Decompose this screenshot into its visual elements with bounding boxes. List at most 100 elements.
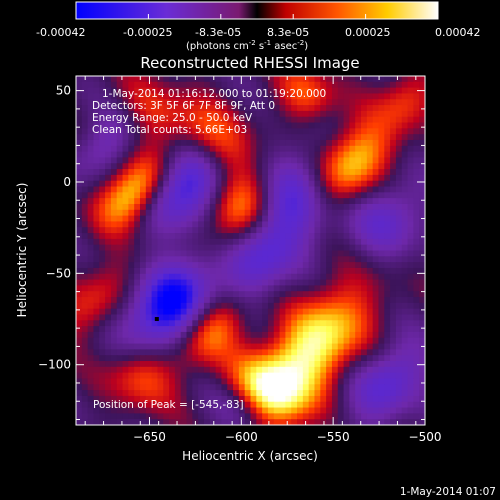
heatmap-cell (297, 174, 304, 182)
heatmap-cell (110, 314, 118, 321)
heatmap-cell (192, 93, 199, 100)
heatmap-cell (93, 76, 100, 83)
heatmap-cell (139, 238, 147, 246)
heatmap-cell (314, 250, 321, 257)
heatmap-cell (390, 407, 397, 414)
heatmap-cell (250, 81, 257, 89)
heatmap-cell (256, 203, 263, 211)
heatmap-cell (297, 151, 304, 159)
heatmap-cell (331, 372, 339, 380)
heatmap-cell (302, 250, 310, 257)
heatmap-cell (192, 366, 199, 374)
heatmap-cell (203, 99, 211, 106)
heatmap-cell (157, 116, 164, 124)
heatmap-cell (291, 203, 298, 211)
heatmap-cell (302, 256, 310, 263)
heatmap-cell (105, 145, 112, 153)
heatmap-cell (209, 244, 217, 252)
heatmap-cell (174, 262, 182, 269)
heatmap-cell (186, 76, 193, 83)
heatmap-cell (174, 349, 182, 356)
heatmap-cell (180, 361, 188, 368)
heatmap-cell (81, 139, 89, 147)
heatmap-cell (93, 145, 100, 153)
heatmap-cell (413, 291, 420, 298)
heatmap-cell (163, 221, 170, 228)
heatmap-cell (279, 326, 286, 333)
heatmap-cell (145, 314, 153, 321)
heatmap-cell (110, 244, 118, 252)
heatmap-cell (308, 361, 316, 368)
heatmap-cell (314, 419, 321, 425)
heatmap-cell (163, 227, 170, 234)
heatmap-cell (297, 163, 304, 170)
heatmap-cell (256, 105, 263, 112)
heatmap-cell (366, 227, 374, 234)
heatmap-cell (390, 326, 397, 333)
heatmap-cell (227, 395, 234, 403)
heatmap-cell (331, 180, 339, 188)
heatmap-cell (244, 279, 252, 286)
heatmap-cell (198, 326, 205, 333)
heatmap-cell (267, 174, 275, 182)
heatmap-cell (302, 285, 310, 292)
heatmap-cell (122, 81, 129, 89)
heatmap-cell (139, 291, 147, 298)
heatmap-cell (320, 337, 327, 345)
heatmap-cell (134, 250, 141, 257)
heatmap-cell (215, 110, 223, 118)
heatmap-cell (151, 198, 159, 205)
heatmap-cell (314, 139, 321, 147)
heatmap-cell (116, 256, 124, 263)
heatmap-cell (326, 233, 333, 240)
heatmap-cell (244, 99, 252, 106)
heatmap-cell (250, 273, 257, 281)
heatmap-cell (110, 76, 118, 83)
heatmap-cell (105, 267, 112, 275)
heatmap-cell (250, 203, 257, 211)
heatmap-cell (407, 128, 414, 135)
heatmap-cell (250, 355, 257, 362)
heatmap-cell (209, 331, 217, 339)
heatmap-cell (372, 326, 380, 333)
heatmap-cell (361, 419, 368, 425)
heatmap-cell (180, 285, 188, 292)
heatmap-cell (256, 297, 263, 304)
heatmap-cell (221, 134, 228, 141)
heatmap-cell (134, 192, 141, 199)
heatmap-cell (407, 122, 414, 129)
heatmap-cell (221, 297, 228, 304)
heatmap-cell (244, 349, 252, 356)
heatmap-cell (372, 378, 380, 385)
heatmap-cell (401, 401, 409, 409)
heatmap-cell (366, 314, 374, 321)
heatmap-cell (81, 174, 89, 182)
heatmap-cell (267, 262, 275, 269)
heatmap-cell (186, 395, 193, 403)
heatmap-cell (145, 186, 153, 193)
heatmap-cell (87, 279, 95, 286)
heatmap-cell (244, 81, 252, 89)
heatmap-cell (151, 105, 159, 112)
heatmap-cell (326, 215, 333, 223)
heatmap-cell (76, 314, 83, 321)
heatmap-cell (209, 366, 217, 374)
heatmap-cell (76, 110, 83, 118)
heatmap-cell (105, 361, 112, 368)
heatmap-cell (267, 267, 275, 275)
heatmap-cell (256, 262, 263, 269)
heatmap-cell (145, 413, 153, 420)
heatmap-cell (93, 320, 100, 327)
heatmap-cell (262, 81, 269, 89)
heatmap-cell (122, 297, 129, 304)
heatmap-cell (256, 285, 263, 292)
heatmap-cell (285, 361, 292, 368)
heatmap-cell (227, 262, 234, 269)
heatmap-cell (320, 372, 327, 380)
heatmap-cell (279, 267, 286, 275)
heatmap-cell (81, 244, 89, 252)
heatmap-cell (314, 384, 321, 391)
heatmap-cell (395, 326, 403, 333)
heatmap-cell (93, 395, 100, 403)
heatmap-cell (390, 174, 397, 182)
